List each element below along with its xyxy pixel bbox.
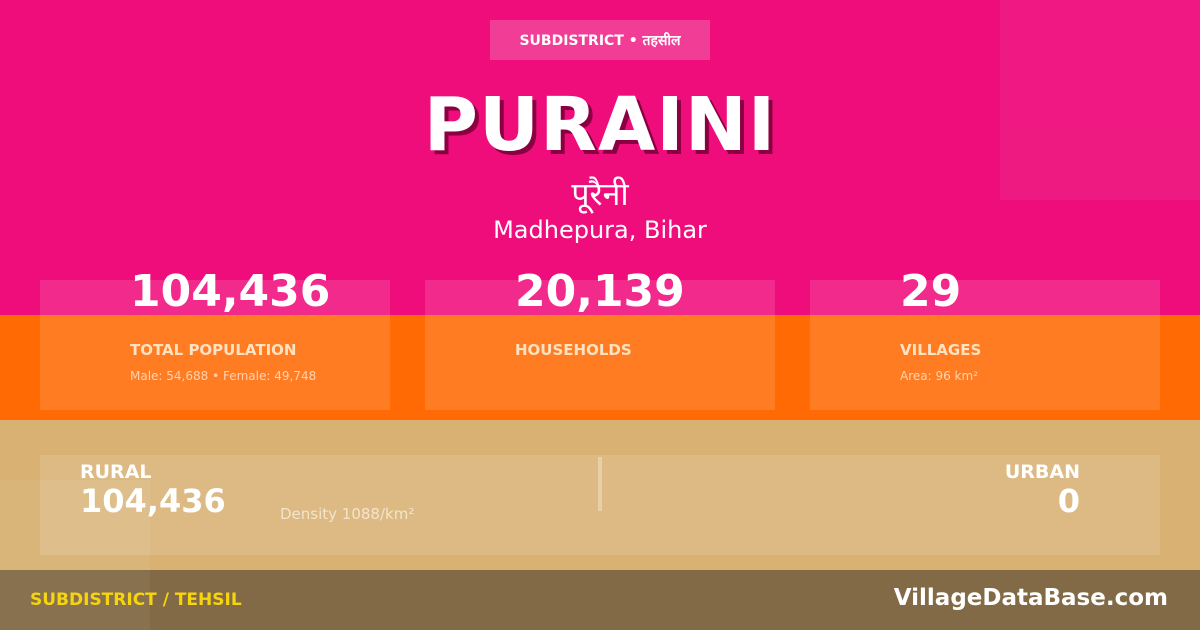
stat-label: VILLAGES [900, 341, 982, 359]
urban-value: 0 [1057, 482, 1080, 520]
stat-value: 104,436 [130, 266, 331, 317]
decorative-square [0, 480, 150, 630]
stat-card-households: 20,139 HOUSEHOLDS [425, 266, 775, 410]
rural-urban-band [0, 420, 1200, 570]
stat-label: TOTAL POPULATION [130, 341, 297, 359]
type-badge: SUBDISTRICT • तहसील [490, 20, 710, 60]
stat-card-population: 104,436 TOTAL POPULATION Male: 54,688 • … [40, 266, 390, 410]
hindi-title: पूरैनी [571, 175, 629, 213]
footer-category: SUBDISTRICT / TEHSIL [30, 590, 242, 610]
site-link[interactable]: VillageDataBase.com [893, 585, 1168, 611]
density: Density 1088/km² [280, 505, 415, 523]
divider [598, 457, 602, 511]
footer-bar [0, 570, 1200, 630]
stat-sub: Male: 54,688 • Female: 49,748 [130, 369, 317, 383]
stat-card-villages: 29 VILLAGES Area: 96 km² [810, 266, 1160, 410]
stat-value: 29 [900, 266, 962, 317]
rural-label: RURAL [80, 461, 152, 483]
urban-label: URBAN [1004, 461, 1080, 483]
stat-sub: Area: 96 km² [900, 369, 979, 383]
rural-value: 104,436 [80, 482, 226, 520]
stats-band [0, 315, 1200, 420]
page-title: PURAINI [423, 82, 777, 168]
stat-value: 20,139 [515, 266, 685, 317]
rural-urban-panel: RURAL 104,436 Density 1088/km² URBAN 0 [40, 455, 1160, 555]
location: Madhepura, Bihar [493, 216, 707, 244]
decorative-square [1000, 0, 1200, 200]
header-band [0, 0, 1200, 315]
stat-label: HOUSEHOLDS [515, 341, 632, 359]
